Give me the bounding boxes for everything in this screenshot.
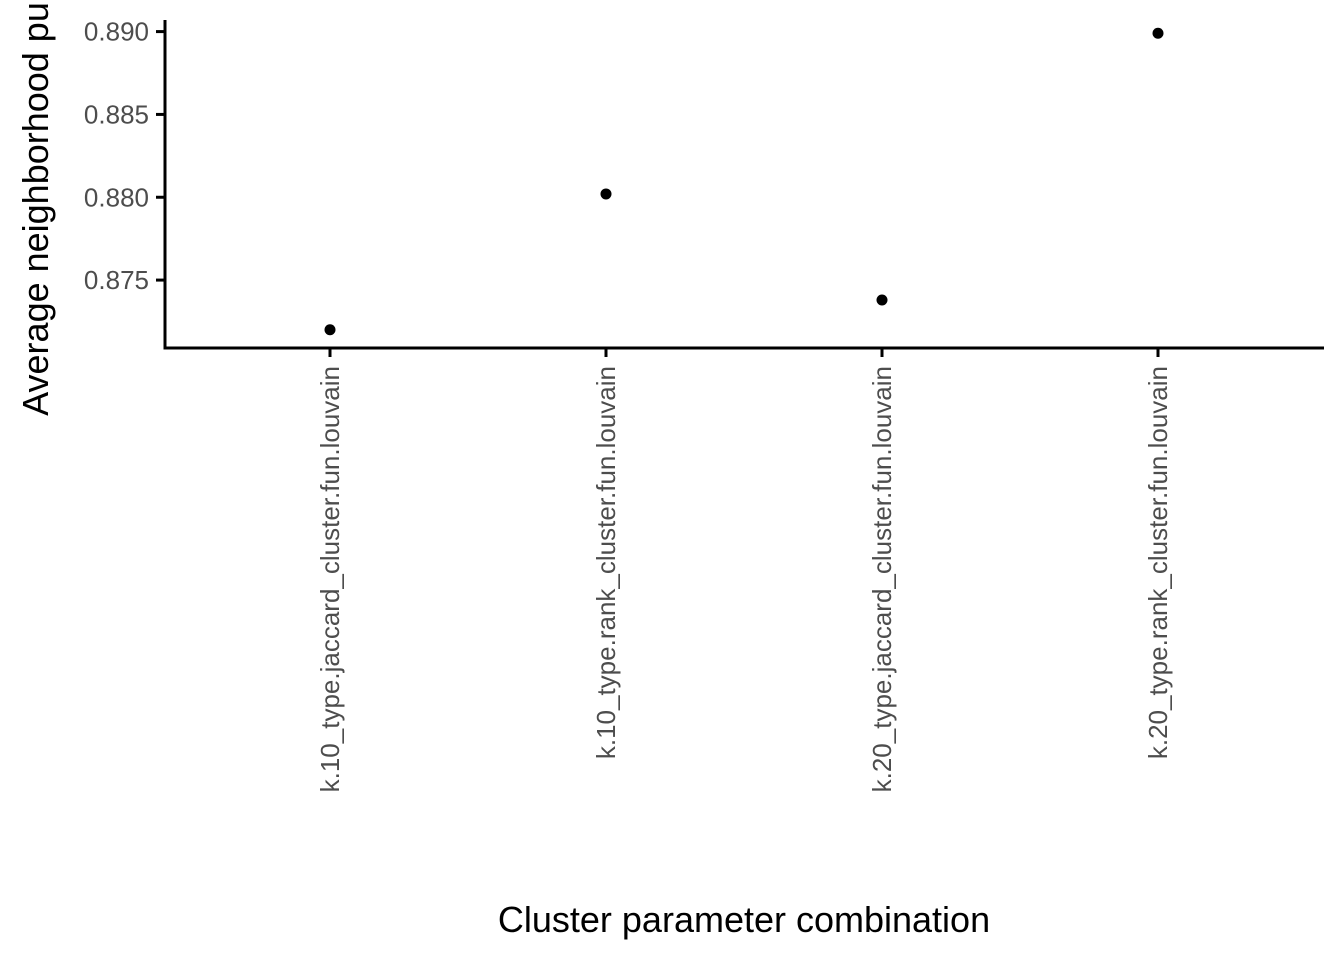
- data-point: [1152, 27, 1164, 39]
- x-axis-ticks: k.10_type.jaccard_cluster.fun.louvain k.1…: [315, 348, 1173, 792]
- y-tick-label: 0.890: [84, 17, 149, 47]
- y-axis-title-group: Average neighborhood purity: [15, 0, 56, 416]
- y-tick-label: 0.885: [84, 99, 149, 129]
- x-axis-title: Cluster parameter combination: [498, 899, 990, 940]
- y-axis-ticks: 0.875 0.880 0.885 0.890: [84, 17, 165, 295]
- x-tick-label: k.10_type.rank_cluster.fun.louvain: [591, 366, 621, 759]
- y-tick-label: 0.880: [84, 182, 149, 212]
- x-tick-label: k.10_type.jaccard_cluster.fun.louvain: [315, 366, 345, 792]
- y-tick-label: 0.875: [84, 265, 149, 295]
- data-points: [324, 27, 1164, 336]
- data-point: [324, 324, 336, 336]
- y-axis-title: Average neighborhood purity: [15, 0, 56, 416]
- data-point: [876, 294, 888, 306]
- x-tick-label: k.20_type.jaccard_cluster.fun.louvain: [867, 366, 897, 792]
- data-point: [600, 188, 612, 200]
- x-tick-label: k.20_type.rank_cluster.fun.louvain: [1143, 366, 1173, 759]
